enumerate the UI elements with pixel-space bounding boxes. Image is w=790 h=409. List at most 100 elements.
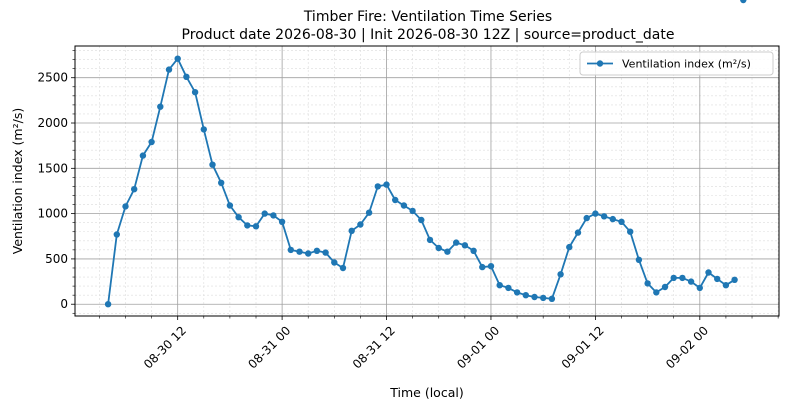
data-point [339, 264, 347, 272]
data-point [487, 263, 495, 270]
y-tick-label: 2000 [37, 116, 68, 130]
data-point [531, 293, 538, 301]
data-point [696, 284, 703, 292]
y-tick-label: 1500 [37, 161, 68, 175]
x-tick-label: 08-31 00 [245, 323, 293, 371]
minor-grid [75, 46, 779, 316]
data-point [235, 214, 242, 221]
data-point [444, 248, 451, 255]
data-point [287, 246, 294, 254]
chart-title: Timber Fire: Ventilation Time Series [303, 9, 552, 25]
x-tick-label: 09-02 00 [663, 323, 711, 371]
data-point [609, 215, 616, 223]
y-tick-label: 2500 [37, 71, 68, 85]
data-point [183, 73, 190, 81]
data-point [209, 161, 216, 168]
series-layer [104, 0, 747, 308]
data-point [409, 207, 416, 215]
data-point [226, 202, 234, 209]
plot-frame [74, 45, 780, 317]
data-point [418, 216, 425, 224]
data-point [540, 294, 547, 302]
data-point [400, 202, 408, 209]
data-point [348, 227, 355, 234]
data-point [461, 242, 469, 249]
data-point [426, 236, 434, 244]
data-point [374, 183, 381, 190]
data-point [566, 243, 573, 251]
x-tick-label: 09-01 00 [454, 323, 502, 371]
data-point [331, 259, 338, 266]
data-point [270, 212, 277, 219]
data-point [661, 283, 669, 291]
data-point [191, 89, 199, 96]
data-point [322, 249, 329, 256]
legend: Ventilation index (m²/s) [579, 51, 774, 76]
y-tick-label: 0 [60, 297, 68, 311]
data-point [627, 228, 634, 235]
data-point [296, 248, 303, 255]
data-point [453, 239, 460, 246]
data-point [714, 275, 721, 283]
data-point [139, 152, 147, 159]
data-point [513, 289, 521, 296]
data-point [165, 66, 173, 73]
data-point [200, 126, 207, 133]
data-point [687, 278, 695, 285]
data-point [731, 276, 738, 283]
data-point [644, 280, 651, 287]
data-point [635, 256, 643, 263]
x-tick-label: 09-01 12 [559, 323, 607, 371]
data-point [218, 179, 225, 186]
x-tick-label: 08-30 12 [141, 323, 189, 371]
data-point [496, 282, 503, 289]
data-point [261, 210, 268, 217]
data-point [670, 274, 677, 282]
data-point [104, 301, 112, 308]
data-point [592, 210, 599, 217]
data-point [278, 218, 286, 225]
data-point [252, 223, 260, 230]
data-point [600, 213, 608, 220]
data-point [357, 221, 364, 228]
data-point [705, 269, 712, 276]
major-grid [75, 46, 779, 316]
chart-subtitle: Product date 2026-08-30 | Init 2026-08-3… [182, 27, 675, 43]
legend-label: Ventilation index (m²/s) [622, 58, 751, 71]
data-point [113, 231, 121, 238]
legend-marker [596, 60, 604, 67]
axis-ticks: 08-30 12 08-31 00 08-31 12 09-01 00 09-01 12… [37, 50, 779, 371]
data-point [470, 247, 477, 254]
y-tick-label: 1000 [37, 207, 68, 221]
data-point [435, 244, 442, 252]
data-point [131, 186, 138, 193]
data-point [740, 0, 747, 4]
data-point [653, 289, 660, 296]
data-point [522, 292, 529, 299]
data-point [557, 271, 564, 278]
data-point [174, 55, 181, 62]
x-axis-label: Time (local) [389, 385, 463, 400]
data-point [548, 295, 556, 302]
data-point [505, 284, 512, 292]
data-point [305, 250, 312, 257]
data-point [583, 214, 590, 222]
data-point [679, 274, 686, 282]
data-point [383, 181, 390, 188]
data-point [574, 229, 582, 236]
y-tick-label: 500 [45, 252, 68, 266]
data-point [722, 282, 730, 289]
data-point [365, 209, 373, 216]
legend-box [579, 51, 774, 76]
series-line [107, 57, 736, 305]
data-point [618, 218, 625, 225]
data-point [148, 138, 155, 146]
x-tick-label: 08-31 12 [350, 323, 398, 371]
data-point [244, 222, 251, 229]
y-axis-label: Ventilation index (m²/s) [10, 108, 25, 254]
data-point [392, 196, 399, 204]
data-point [122, 203, 129, 210]
data-point [479, 263, 486, 271]
data-point [157, 103, 164, 110]
